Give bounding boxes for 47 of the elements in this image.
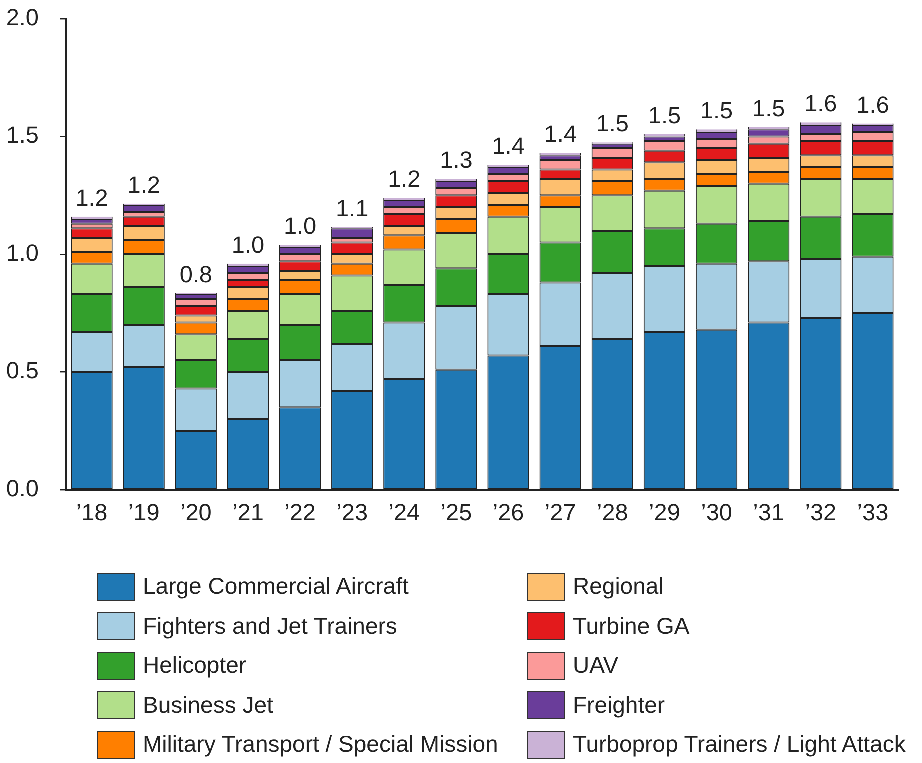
total-label: 1.5 bbox=[752, 95, 786, 122]
total-label: 1.5 bbox=[648, 102, 682, 128]
x-tick-label: ’18 bbox=[76, 500, 108, 526]
total-label: 1.1 bbox=[336, 195, 369, 222]
legend-label: Turbine GA bbox=[573, 612, 690, 640]
y-tick-label: 0.5 bbox=[6, 358, 39, 384]
x-tick-label: ’33 bbox=[857, 500, 889, 526]
x-tick-label: ’28 bbox=[596, 500, 628, 526]
total-label: 1.6 bbox=[856, 92, 890, 118]
x-tick-label: ’31 bbox=[753, 500, 785, 526]
total-label: 1.2 bbox=[128, 172, 160, 198]
x-tick-label: ’22 bbox=[284, 500, 316, 526]
x-tick-label: ’19 bbox=[128, 500, 160, 526]
x-tick-label: ’29 bbox=[649, 500, 680, 526]
total-label: 1.2 bbox=[76, 184, 108, 211]
x-tick-label: ’27 bbox=[544, 500, 576, 526]
legend-label: Business Jet bbox=[143, 692, 274, 719]
legend-label: Turboprop Trainers / Light Attack bbox=[573, 731, 906, 758]
total-label: 1.4 bbox=[492, 133, 525, 160]
x-tick-label: ’32 bbox=[805, 500, 837, 526]
total-label: 0.8 bbox=[180, 261, 212, 288]
total-label: 1.2 bbox=[388, 166, 421, 192]
x-tick-label: ’25 bbox=[440, 500, 472, 526]
x-tick-label: ’26 bbox=[492, 500, 524, 526]
total-label: 1.4 bbox=[544, 121, 577, 148]
legend-label: Regional bbox=[573, 573, 664, 600]
total-label: 1.0 bbox=[284, 213, 317, 240]
total-label: 1.5 bbox=[700, 98, 734, 124]
legend-label: Military Transport / Special Mission bbox=[143, 731, 498, 758]
legend-label: UAV bbox=[573, 652, 619, 680]
x-tick-label: ’30 bbox=[701, 500, 732, 526]
total-label: 1.5 bbox=[596, 110, 629, 137]
y-tick-label: 2.0 bbox=[6, 4, 39, 30]
total-label: 1.0 bbox=[232, 232, 265, 258]
total-label: 1.3 bbox=[440, 147, 473, 174]
legend-label: Large Commercial Aircraft bbox=[143, 573, 409, 600]
legend-label: Helicopter bbox=[143, 652, 247, 680]
y-tick-label: 1.5 bbox=[6, 122, 39, 148]
legend-label: Fighters and Jet Trainers bbox=[143, 612, 398, 640]
legend-label: Freighter bbox=[573, 692, 666, 719]
y-tick-label: 0.0 bbox=[6, 475, 39, 502]
y-tick-label: 1.0 bbox=[6, 240, 39, 266]
total-label: 1.6 bbox=[804, 90, 838, 117]
x-tick-label: ’24 bbox=[388, 500, 420, 526]
x-tick-label: ’20 bbox=[180, 500, 212, 526]
x-tick-label: ’21 bbox=[232, 500, 264, 526]
x-tick-label: ’23 bbox=[336, 500, 368, 526]
